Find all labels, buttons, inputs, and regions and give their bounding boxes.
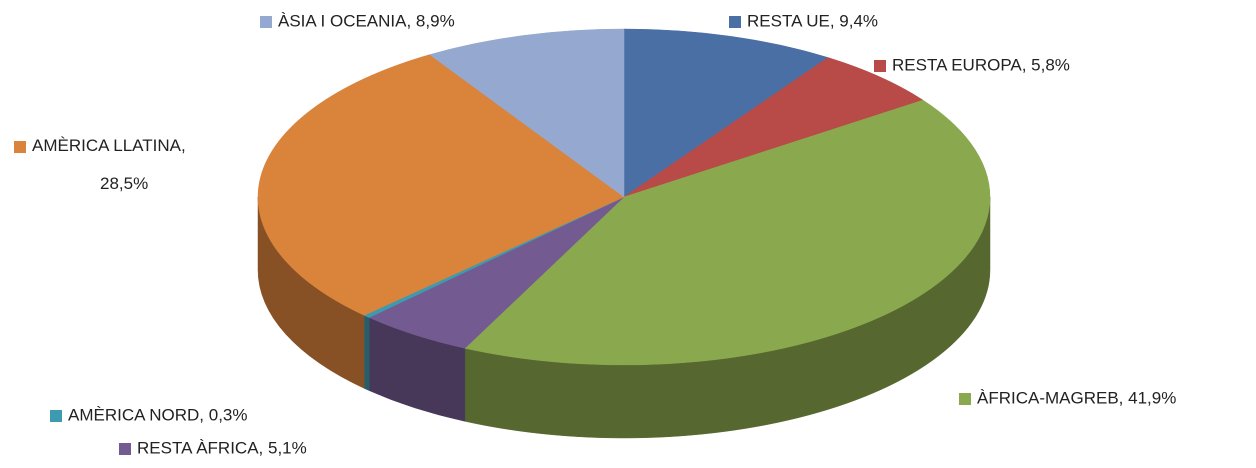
pie-tops: [257, 28, 991, 366]
data-label: AMÈRICA LLATINA, 28,5%: [32, 136, 186, 193]
pie-sides: [257, 196, 991, 439]
data-label: ÀSIA I OCEANIA, 8,9%: [278, 11, 455, 30]
pie-side: [363, 314, 370, 391]
pie-slice: [464, 99, 991, 366]
data-label-line: 28,5%: [100, 174, 148, 193]
legend-swatch: [14, 141, 26, 153]
legend-swatch: [50, 410, 62, 422]
pie-slice: [623, 57, 924, 198]
legend-swatch: [260, 16, 272, 28]
pie-slice: [623, 28, 829, 198]
pie-slice: [257, 54, 625, 316]
data-label: ÀFRICA-MAGREB, 41,9%: [977, 388, 1176, 407]
legend-swatch: [874, 60, 886, 72]
pie-slice: [429, 28, 625, 198]
legend-swatch: [729, 16, 741, 28]
data-label: RESTA UE, 9,4%: [747, 11, 878, 30]
data-label: AMÈRICA NORD, 0,3%: [68, 405, 248, 424]
legend-swatch: [119, 443, 131, 455]
data-label: RESTA ÀFRICA, 5,1%: [137, 438, 307, 457]
legend-swatch: [959, 393, 971, 405]
data-label-line: AMÈRICA LLATINA,: [32, 136, 186, 155]
data-label: RESTA EUROPA, 5,8%: [892, 55, 1070, 74]
